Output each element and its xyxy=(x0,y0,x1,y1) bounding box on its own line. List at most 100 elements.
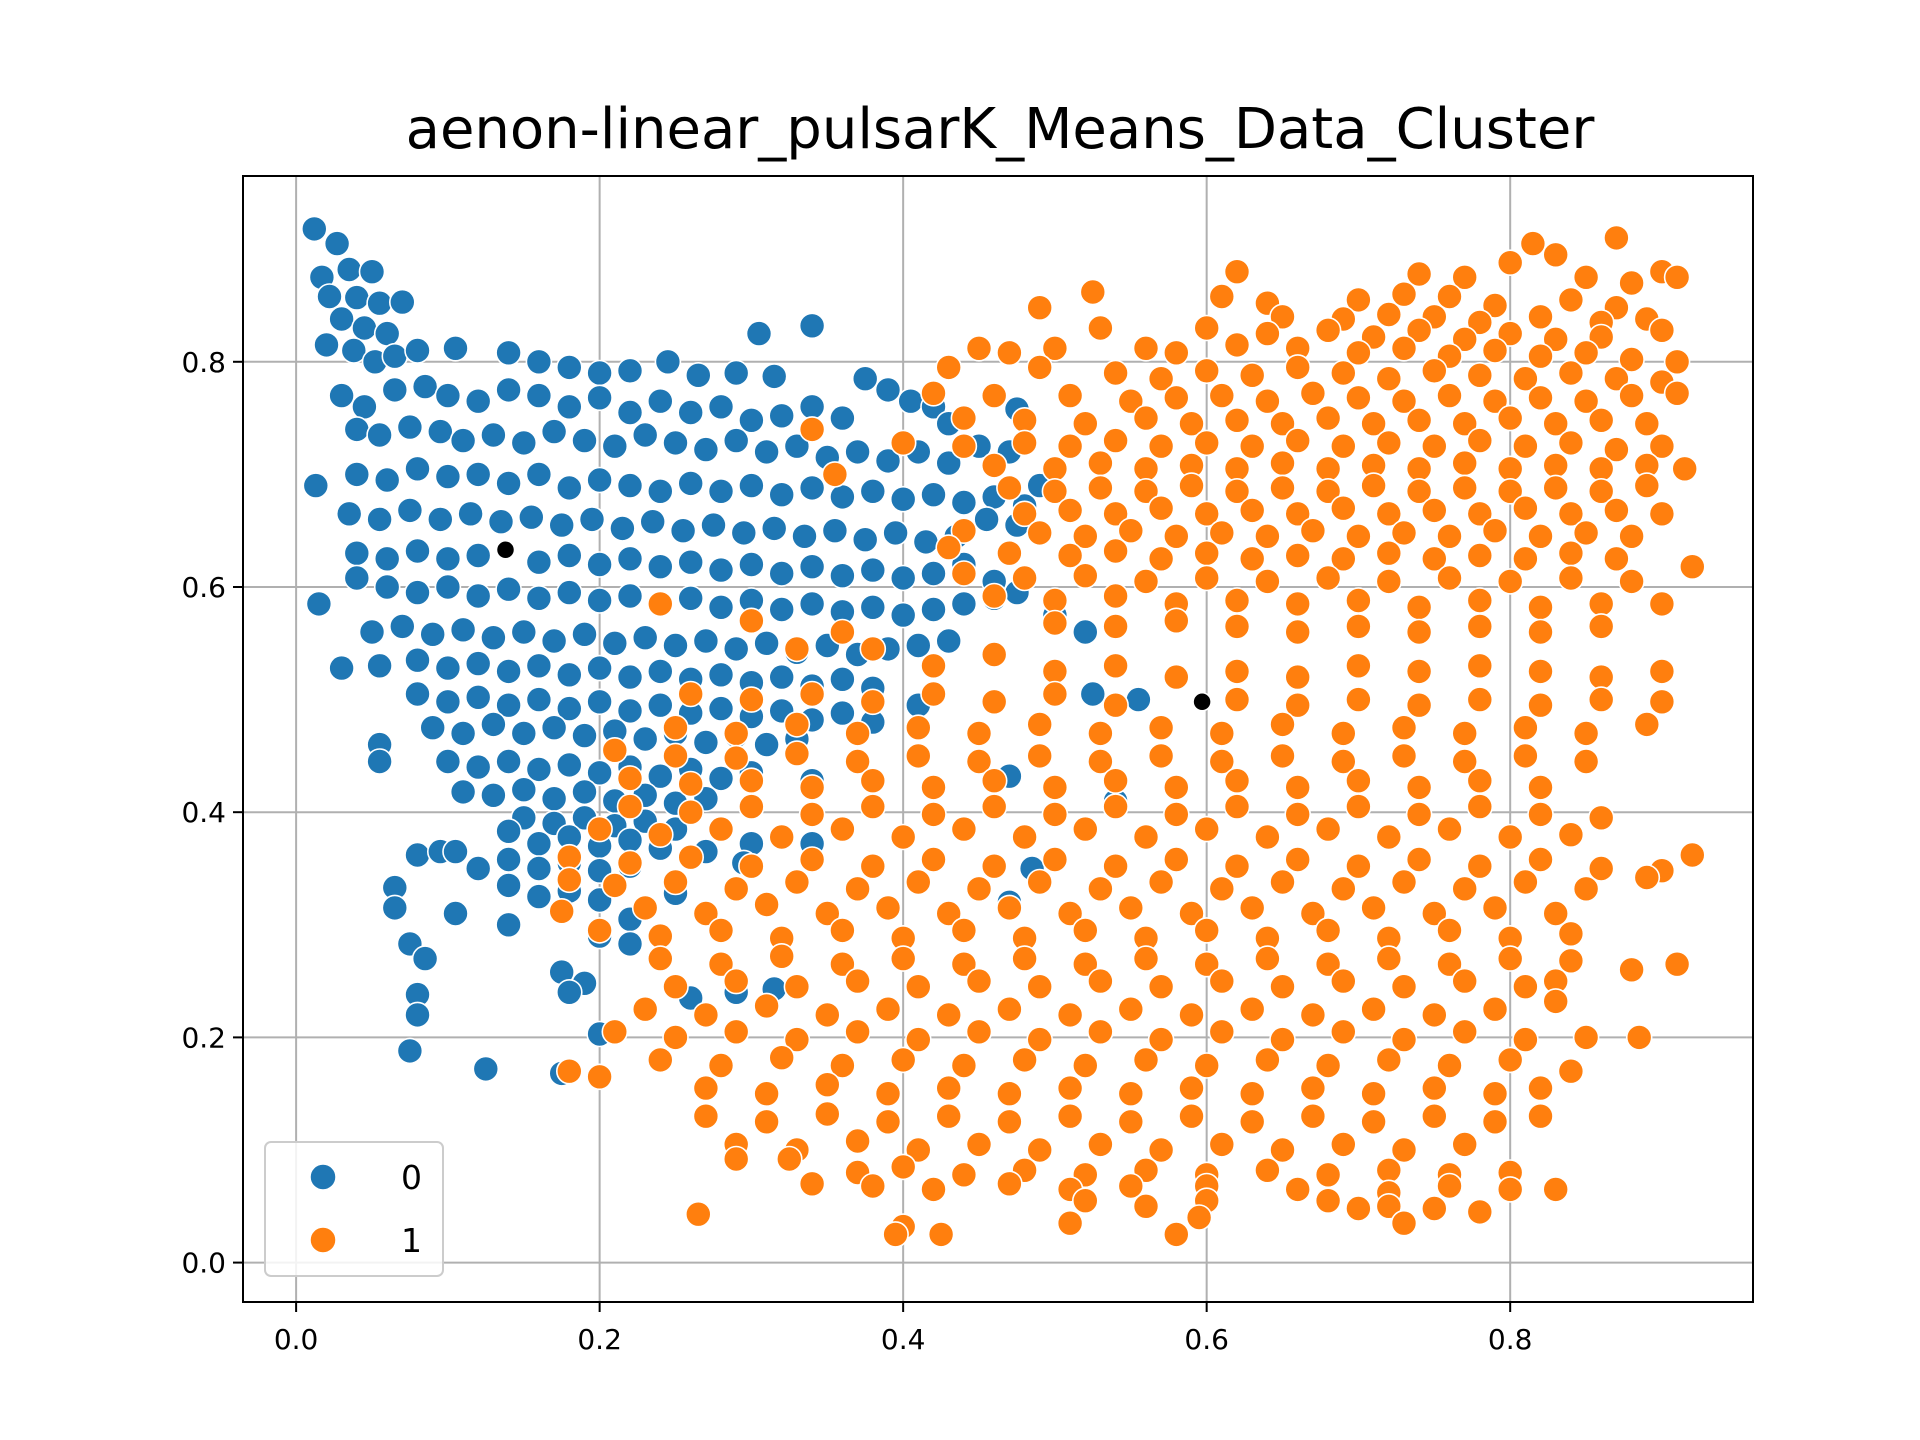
point-cluster-1 xyxy=(1542,988,1569,1015)
point-cluster-1 xyxy=(980,767,1008,795)
point-cluster-1 xyxy=(1102,582,1129,610)
point-cluster-1 xyxy=(1163,801,1190,828)
point-cluster-0 xyxy=(753,629,780,657)
point-cluster-1 xyxy=(1079,278,1107,306)
point-cluster-0 xyxy=(343,416,371,443)
point-cluster-1 xyxy=(1330,545,1357,573)
point-cluster-1 xyxy=(738,607,765,635)
point-cluster-1 xyxy=(1087,474,1114,502)
point-cluster-1 xyxy=(1405,618,1433,646)
point-cluster-1 xyxy=(1193,815,1220,843)
point-cluster-0 xyxy=(525,348,553,376)
point-cluster-0 xyxy=(783,432,811,460)
point-cluster-1 xyxy=(1527,303,1554,331)
point-cluster-1 xyxy=(1284,590,1311,618)
point-cluster-0 xyxy=(859,477,887,505)
point-cluster-1 xyxy=(1436,950,1463,978)
point-cluster-1 xyxy=(707,1052,735,1079)
point-cluster-0 xyxy=(495,339,522,367)
point-cluster-1 xyxy=(586,815,613,843)
point-cluster-1 xyxy=(1648,500,1676,528)
point-cluster-1 xyxy=(1102,852,1129,880)
point-cluster-0 xyxy=(525,756,553,783)
point-cluster-1 xyxy=(1451,1131,1478,1158)
point-cluster-0 xyxy=(586,688,613,716)
point-cluster-1 xyxy=(722,967,750,995)
point-cluster-1 xyxy=(1466,542,1494,569)
point-cluster-1 xyxy=(1026,1026,1053,1053)
point-cluster-1 xyxy=(1390,973,1418,1001)
point-cluster-1 xyxy=(1208,382,1236,409)
point-cluster-0 xyxy=(609,515,636,542)
point-cluster-1 xyxy=(1254,387,1281,415)
point-cluster-1 xyxy=(1026,294,1053,322)
point-cluster-0 xyxy=(480,711,507,738)
point-cluster-1 xyxy=(1512,973,1539,1001)
point-cluster-0 xyxy=(859,593,887,621)
point-cluster-1 xyxy=(1360,410,1387,438)
point-cluster-1 xyxy=(1102,613,1129,640)
point-cluster-1 xyxy=(996,539,1023,567)
point-cluster-0 xyxy=(692,627,720,655)
point-cluster-1 xyxy=(935,534,963,561)
point-cluster-1 xyxy=(722,875,750,903)
point-cluster-0 xyxy=(616,697,644,725)
point-cluster-1 xyxy=(1132,334,1160,362)
point-cluster-1 xyxy=(1147,868,1175,896)
point-cluster-0 xyxy=(517,503,545,531)
point-cluster-0 xyxy=(646,691,674,719)
point-cluster-0 xyxy=(525,686,553,713)
point-cluster-1 xyxy=(1345,852,1372,880)
point-cluster-1 xyxy=(1360,472,1387,499)
point-cluster-1 xyxy=(1587,477,1615,505)
point-cluster-1 xyxy=(1147,1136,1175,1164)
point-cluster-0 xyxy=(300,215,328,243)
point-cluster-0 xyxy=(548,511,576,539)
point-cluster-1 xyxy=(1557,539,1585,567)
point-cluster-0 xyxy=(571,722,598,749)
point-cluster-0 xyxy=(760,515,788,542)
point-cluster-1 xyxy=(829,1052,856,1079)
point-cluster-0 xyxy=(495,911,522,939)
legend-marker-1 xyxy=(309,1226,337,1254)
point-cluster-1 xyxy=(1223,477,1251,505)
point-cluster-1 xyxy=(935,1102,963,1130)
point-cluster-1 xyxy=(1254,1157,1281,1184)
point-cluster-0 xyxy=(859,556,887,584)
point-cluster-1 xyxy=(1572,387,1600,415)
point-cluster-0 xyxy=(555,542,583,569)
point-cluster-0 xyxy=(677,584,705,612)
point-cluster-1 xyxy=(722,720,750,747)
point-cluster-0 xyxy=(555,393,583,421)
point-cluster-1 xyxy=(1314,1161,1342,1189)
point-cluster-1 xyxy=(1436,283,1463,310)
point-cluster-1 xyxy=(798,774,826,801)
point-cluster-1 xyxy=(920,680,947,708)
point-cluster-1 xyxy=(1026,973,1053,1001)
point-cluster-1 xyxy=(1223,686,1251,713)
point-cluster-1 xyxy=(844,1018,871,1046)
point-cluster-1 xyxy=(1208,519,1236,547)
point-cluster-0 xyxy=(464,650,492,677)
point-cluster-1 xyxy=(904,742,932,770)
point-cluster-0 xyxy=(920,596,947,623)
point-cluster-0 xyxy=(302,472,330,499)
point-cluster-1 xyxy=(1087,1131,1114,1158)
point-cluster-1 xyxy=(904,1026,932,1053)
point-cluster-1 xyxy=(1314,564,1342,592)
point-cluster-1 xyxy=(1390,868,1418,896)
point-cluster-1 xyxy=(1117,995,1145,1023)
point-cluster-1 xyxy=(1375,945,1403,972)
point-cluster-1 xyxy=(1527,342,1554,370)
point-cluster-1 xyxy=(1254,522,1281,550)
point-cluster-1 xyxy=(1254,320,1281,347)
point-cluster-1 xyxy=(616,765,644,792)
point-cluster-1 xyxy=(1587,663,1615,691)
point-cluster-1 xyxy=(1542,410,1569,438)
point-cluster-1 xyxy=(1496,1046,1524,1074)
point-cluster-1 xyxy=(935,354,963,381)
point-cluster-1 xyxy=(1512,714,1539,742)
point-cluster-1 xyxy=(874,1080,902,1107)
point-cluster-1 xyxy=(1390,1136,1418,1164)
point-cluster-1 xyxy=(1512,545,1539,573)
